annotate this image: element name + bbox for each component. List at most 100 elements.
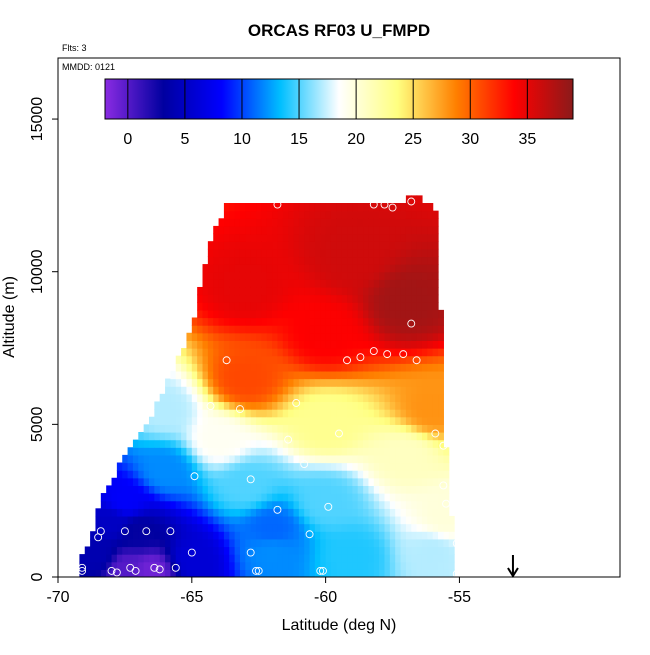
heatmap-cell bbox=[261, 416, 268, 425]
heatmap-cell bbox=[395, 447, 402, 456]
heatmap-cell bbox=[191, 531, 198, 540]
heatmap-cell bbox=[411, 302, 418, 311]
heatmap-cell bbox=[384, 523, 391, 532]
heatmap-cell bbox=[357, 485, 364, 494]
heatmap-cell bbox=[175, 554, 182, 563]
heatmap-cell bbox=[229, 203, 236, 212]
heatmap-cell bbox=[384, 271, 391, 280]
heatmap-cell bbox=[122, 493, 129, 502]
heatmap-cell bbox=[175, 462, 182, 471]
heatmap-cell bbox=[282, 332, 289, 341]
heatmap-cell bbox=[229, 554, 236, 563]
heatmap-cell bbox=[100, 531, 107, 540]
heatmap-cell bbox=[170, 546, 177, 555]
heatmap-cell bbox=[261, 561, 268, 570]
heatmap-cell bbox=[379, 363, 386, 372]
heatmap-cell bbox=[132, 470, 139, 479]
heatmap-cell bbox=[266, 401, 273, 410]
heatmap-cell bbox=[298, 218, 305, 227]
heatmap-cell bbox=[304, 554, 311, 563]
heatmap-cell bbox=[181, 386, 188, 395]
heatmap-cell bbox=[170, 477, 177, 487]
heatmap-cell bbox=[239, 210, 246, 219]
heatmap-cell bbox=[384, 424, 391, 433]
heatmap-cell bbox=[368, 531, 375, 540]
heatmap-cell bbox=[191, 370, 198, 380]
heatmap-cell bbox=[132, 508, 139, 517]
heatmap-cell bbox=[245, 218, 252, 227]
heatmap-cell bbox=[395, 332, 402, 341]
heatmap-cell bbox=[170, 416, 177, 425]
heatmap-cell bbox=[298, 233, 305, 242]
heatmap-cell bbox=[341, 370, 348, 380]
heatmap-cell bbox=[250, 416, 257, 425]
heatmap-cell bbox=[197, 294, 204, 303]
heatmap-cell bbox=[432, 477, 439, 487]
heatmap-cell bbox=[357, 218, 364, 227]
heatmap-cell bbox=[282, 500, 289, 509]
heatmap-cell bbox=[223, 523, 230, 532]
heatmap-cell bbox=[432, 409, 439, 418]
heatmap-cell bbox=[159, 523, 166, 532]
heatmap-cell bbox=[405, 431, 412, 441]
heatmap-cell bbox=[127, 569, 134, 577]
heatmap-cell bbox=[389, 454, 396, 464]
heatmap-cell bbox=[341, 561, 348, 570]
heatmap-cell bbox=[314, 233, 321, 242]
heatmap-cell bbox=[336, 485, 343, 494]
heatmap-cell bbox=[352, 248, 359, 258]
heatmap-cell bbox=[272, 531, 279, 540]
heatmap-cell bbox=[207, 386, 214, 395]
heatmap-cell bbox=[395, 225, 402, 235]
heatmap-cell bbox=[304, 241, 311, 250]
heatmap-cell bbox=[213, 340, 220, 349]
heatmap-cell bbox=[261, 317, 268, 326]
heatmap-cell bbox=[282, 393, 289, 403]
heatmap-cell bbox=[288, 370, 295, 380]
heatmap-cell bbox=[213, 386, 220, 395]
heatmap-cell bbox=[138, 439, 145, 448]
heatmap-cell bbox=[357, 462, 364, 471]
heatmap-cell bbox=[330, 546, 337, 555]
heatmap-cell bbox=[288, 470, 295, 479]
heatmap-cell bbox=[314, 546, 321, 555]
heatmap-cell bbox=[245, 317, 252, 326]
heatmap-cell bbox=[223, 317, 230, 326]
heatmap-cell bbox=[379, 317, 386, 326]
heatmap-cell bbox=[154, 523, 161, 532]
heatmap-cell bbox=[400, 561, 407, 570]
heatmap-cell bbox=[314, 340, 321, 349]
heatmap-cell bbox=[363, 561, 370, 570]
heatmap-cell bbox=[229, 569, 236, 577]
x-tick-label: -60 bbox=[314, 589, 337, 606]
heatmap-cell bbox=[309, 279, 316, 288]
heatmap-cell bbox=[448, 515, 455, 525]
heatmap-cell bbox=[213, 485, 220, 494]
heatmap-cell bbox=[154, 401, 161, 410]
heatmap-cell bbox=[325, 454, 332, 464]
heatmap-cell bbox=[427, 439, 434, 448]
heatmap-cell bbox=[122, 546, 129, 555]
heatmap-cell bbox=[363, 355, 370, 364]
heatmap-cell bbox=[191, 348, 198, 357]
heatmap-cell bbox=[229, 538, 236, 548]
heatmap-cell bbox=[154, 447, 161, 456]
heatmap-cell bbox=[277, 538, 284, 548]
heatmap-cell bbox=[277, 454, 284, 464]
heatmap-cell bbox=[191, 416, 198, 425]
heatmap-cell bbox=[223, 401, 230, 410]
heatmap-cell bbox=[223, 325, 230, 334]
heatmap-cell bbox=[170, 531, 177, 540]
heatmap-cell bbox=[239, 447, 246, 456]
heatmap-cell bbox=[347, 546, 353, 555]
heatmap-cell bbox=[213, 546, 220, 555]
heatmap-cell bbox=[438, 538, 444, 548]
heatmap-cell bbox=[368, 477, 375, 487]
heatmap-cell bbox=[186, 531, 193, 540]
heatmap-cell bbox=[352, 454, 359, 464]
heatmap-cell bbox=[304, 493, 311, 502]
heatmap-cell bbox=[272, 538, 279, 548]
heatmap-cell bbox=[261, 439, 268, 448]
heatmap-cell bbox=[405, 378, 412, 387]
heatmap-cell bbox=[395, 210, 402, 219]
